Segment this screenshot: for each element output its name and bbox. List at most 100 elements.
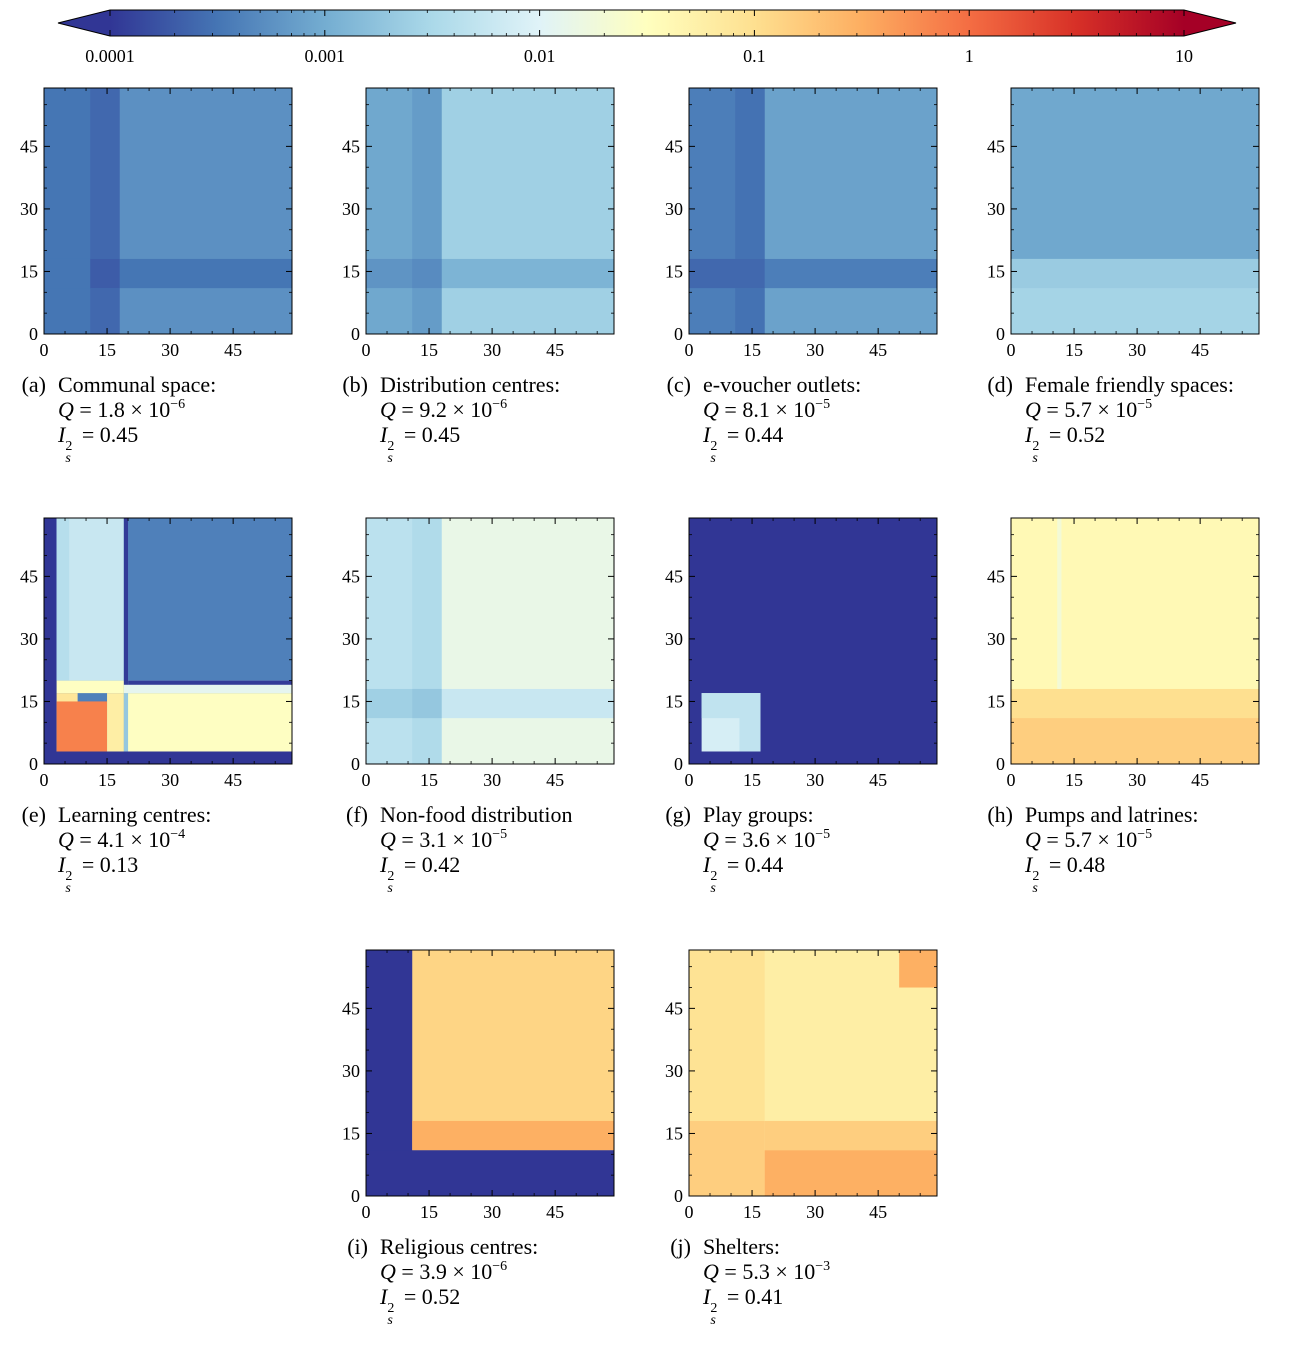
plot-frame xyxy=(1010,87,1260,335)
y-tick-label: 0 xyxy=(996,324,1005,344)
plot-frame xyxy=(365,87,615,335)
panel-title: Distribution centres: xyxy=(380,372,561,397)
y-tick-label: 15 xyxy=(20,261,38,281)
x-tick-label: 45 xyxy=(546,1202,564,1222)
x-tick-label: 30 xyxy=(1128,770,1146,790)
x-tick-label: 15 xyxy=(98,340,116,360)
x-tick-label: 45 xyxy=(869,1202,887,1222)
heatmap-chart: 00 15 15 30 30 45 45 xyxy=(665,949,938,1222)
panel-tag: (g) xyxy=(665,802,691,827)
x-tick-label: 30 xyxy=(161,770,179,790)
y-tick-label: 45 xyxy=(342,566,360,586)
y-tick-label: 0 xyxy=(674,754,683,774)
y-tick-label: 30 xyxy=(987,629,1005,649)
y-tick-label: 0 xyxy=(351,1186,360,1206)
panel-title: Learning centres: xyxy=(58,802,212,827)
heatmap-cell xyxy=(735,88,765,334)
heatmap-panel: 0 0 15 15 30 30 45 45 (d) Female friendly spaces:… xyxy=(967,87,1267,488)
heatmap-cell xyxy=(689,950,765,1121)
plot-frame xyxy=(43,87,293,335)
plot-frame xyxy=(365,517,615,765)
panel-tag: (b) xyxy=(342,372,368,397)
heatmap-chart: 00 15 15 30 30 45 45 xyxy=(665,87,938,360)
x-tick-label: 0 xyxy=(685,340,694,360)
x-tick-label: 30 xyxy=(483,340,501,360)
q-value: Q = 8.1 × 10−5 xyxy=(703,397,831,422)
y-tick-label: 30 xyxy=(342,629,360,649)
x-tick-label: 0 xyxy=(1007,770,1016,790)
y-tick-label: 15 xyxy=(665,691,683,711)
y-tick-label: 30 xyxy=(987,199,1005,219)
x-tick-label: 15 xyxy=(420,1202,438,1222)
y-tick-label: 45 xyxy=(20,566,38,586)
heatmap-panel: 0 0 15 15 30 30 45 45 (c) e-voucher outlets: Q = 8… xyxy=(645,87,945,488)
x-tick-label: 0 xyxy=(40,770,49,790)
panel-title: Religious centres: xyxy=(380,1234,539,1259)
heatmap-panel: 0 0 15 15 30 30 45 45 (f) Non-food distribution Q … xyxy=(322,517,622,918)
panel-caption: (d) Female friendly spaces: Q = 5.7 × 10−5… xyxy=(967,372,1267,466)
heatmap-cell xyxy=(412,688,442,719)
heatmap-cell xyxy=(689,1120,765,1196)
q-value: Q = 3.9 × 10−6 xyxy=(380,1259,508,1284)
x-tick-label: 45 xyxy=(869,770,887,790)
heatmap-cell xyxy=(412,1120,614,1151)
panel-caption: (e) Learning centres: Q = 4.1 × 10−4 I 2 s = … xyxy=(0,802,300,896)
panel-title: Communal space: xyxy=(58,372,217,397)
x-tick-label: 30 xyxy=(1128,340,1146,360)
heatmap-cell xyxy=(366,1150,614,1196)
heatmap-chart: 00 15 15 30 30 45 45 xyxy=(342,517,615,790)
panel-caption: (f) Non-food distribution Q = 3.1 × 10−5 I 2… xyxy=(322,802,622,896)
heatmap-panel: 0 0 15 15 30 30 45 45 (j) Shelters: Q = 5.3 × 10−3… xyxy=(645,949,945,1350)
q-value: Q = 3.6 × 10−5 xyxy=(703,827,831,852)
x-tick-label: 30 xyxy=(483,770,501,790)
colorbar-tick-label: 0.01 xyxy=(524,46,556,66)
x-tick-label: 30 xyxy=(483,1202,501,1222)
colorbar-tick-label: 1 xyxy=(965,46,974,66)
panel-tag: (c) xyxy=(666,372,691,397)
x-tick-label: 30 xyxy=(806,340,824,360)
x-tick-label: 45 xyxy=(224,770,242,790)
heatmap-cell xyxy=(44,258,292,289)
heatmap-chart: 00 15 15 30 30 45 45 xyxy=(342,949,615,1222)
x-tick-label: 15 xyxy=(1065,340,1083,360)
heatmap-cell xyxy=(56,518,70,681)
x-tick-label: 45 xyxy=(546,340,564,360)
panel-title: e-voucher outlets: xyxy=(703,372,862,397)
heatmap-cell xyxy=(123,518,129,685)
x-tick-label: 0 xyxy=(362,1202,371,1222)
heatmap-chart: 00 15 15 30 30 45 45 xyxy=(20,517,293,790)
x-tick-label: 30 xyxy=(806,1202,824,1222)
y-tick-label: 0 xyxy=(674,1186,683,1206)
y-tick-label: 15 xyxy=(665,1123,683,1143)
panel-title: Non-food distribution xyxy=(380,802,573,827)
q-value: Q = 4.1 × 10−4 xyxy=(58,827,186,852)
heatmap-cell xyxy=(412,88,442,334)
panel-title: Shelters: xyxy=(703,1234,780,1259)
y-tick-label: 30 xyxy=(20,629,38,649)
x-tick-label: 0 xyxy=(40,340,49,360)
heatmap-panel: 0 0 15 15 30 30 45 45 (h) Pumps and latrines: Q = … xyxy=(967,517,1267,918)
panel-tag: (f) xyxy=(346,802,368,827)
panel-tag: (e) xyxy=(21,802,46,827)
x-tick-label: 15 xyxy=(420,340,438,360)
heatmap-panel: 0 0 15 15 30 30 45 45 (i) Religious centres: Q = 3… xyxy=(322,949,622,1350)
x-tick-label: 45 xyxy=(224,340,242,360)
q-value: Q = 5.7 × 10−5 xyxy=(1025,827,1153,852)
panel-tag: (j) xyxy=(670,1234,691,1259)
y-tick-label: 30 xyxy=(342,1061,360,1081)
panel-caption: (h) Pumps and latrines: Q = 5.7 × 10−5 I 2 s … xyxy=(967,802,1267,896)
x-tick-label: 0 xyxy=(685,1202,694,1222)
x-tick-label: 15 xyxy=(420,770,438,790)
panel-title: Pumps and latrines: xyxy=(1025,802,1199,827)
x-tick-label: 15 xyxy=(743,770,761,790)
panel-caption: (a) Communal space: Q = 1.8 × 10−6 I 2 s = 0.… xyxy=(0,372,300,466)
y-tick-label: 45 xyxy=(987,136,1005,156)
heatmap-panel: 0 0 15 15 30 30 45 45 (e) Learning centres: Q = 4.… xyxy=(0,517,300,918)
heatmap-cell xyxy=(56,701,108,752)
x-tick-label: 0 xyxy=(685,770,694,790)
y-tick-label: 0 xyxy=(351,754,360,774)
colorbar-extend-min xyxy=(58,10,110,36)
